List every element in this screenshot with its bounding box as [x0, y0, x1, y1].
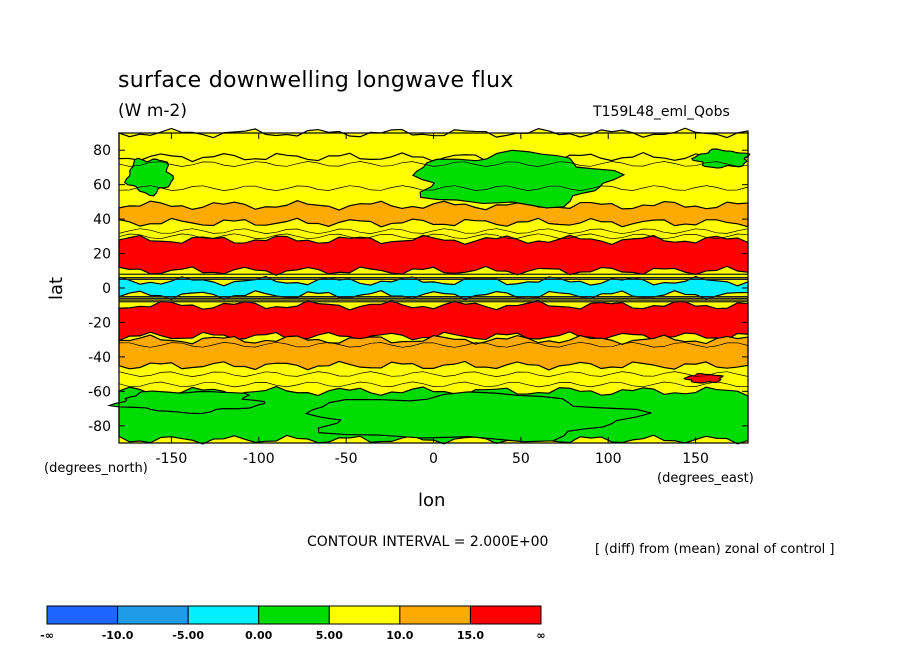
colorbar-label: 15.0 — [457, 629, 484, 642]
thin-contour-2 — [118, 228, 749, 235]
y-tick-label: 60 — [93, 178, 111, 194]
y-tick-label: 0 — [102, 281, 111, 297]
contour-interval: CONTOUR INTERVAL = 2.000E+00 — [307, 534, 549, 550]
colorbar-swatch — [399, 605, 471, 625]
region-0 — [123, 157, 174, 197]
colorbar-swatch — [469, 605, 542, 625]
chart-units: (W m-2) — [118, 101, 187, 121]
y-tick-label: -40 — [88, 350, 111, 366]
chart-title: surface downwelling longwave flux — [118, 68, 514, 93]
y-tick-label: 80 — [93, 143, 111, 159]
colorbar-swatch — [46, 605, 119, 625]
x-tick-label: 0 — [429, 451, 438, 467]
thin-contour-1 — [118, 185, 749, 191]
x-axis-label: lon — [418, 490, 446, 511]
y-tick-label: -60 — [88, 384, 111, 400]
x-axis-units: (degrees_east) — [657, 471, 754, 486]
thin-contour-6 — [118, 381, 749, 388]
y-tick-label: 20 — [93, 247, 111, 263]
colorbar-label: 0.00 — [245, 629, 272, 642]
x-tick-label: -50 — [335, 451, 358, 467]
y-tick-label: 40 — [93, 212, 111, 228]
thin-contour-5 — [118, 371, 749, 377]
run-label: T159L48_eml_Qobs — [593, 104, 730, 120]
region-4 — [304, 391, 652, 443]
thin-contour-3 — [118, 233, 749, 240]
colorbar-label: -∞ — [40, 629, 54, 642]
colorbar-swatch — [258, 605, 330, 625]
x-tick-label: -100 — [243, 451, 275, 467]
diff-note: [ (diff) from (mean) zonal of control ] — [595, 542, 835, 557]
colorbar-label: -5.00 — [172, 629, 204, 642]
thin-contour-0 — [118, 161, 749, 167]
x-tick-label: 100 — [595, 451, 622, 467]
y-axis-units: (degrees_north) — [44, 461, 148, 476]
y-tick-label: -20 — [88, 315, 111, 331]
x-tick-label: 150 — [682, 451, 709, 467]
region-1 — [412, 149, 626, 209]
colorbar-swatch — [328, 605, 401, 625]
colorbar-swatch — [117, 605, 189, 625]
colorbar-swatch — [187, 605, 260, 625]
thin-contour-4 — [118, 341, 749, 348]
x-tick-label: -150 — [156, 451, 188, 467]
y-tick-label: -80 — [88, 419, 111, 435]
colorbar-label: 5.00 — [316, 629, 343, 642]
colorbar-label: ∞ — [536, 629, 545, 642]
x-tick-label: 50 — [512, 451, 530, 467]
region-2 — [690, 148, 751, 169]
region-3 — [107, 390, 266, 415]
colorbar-label: -10.0 — [102, 629, 134, 642]
colorbar-label: 10.0 — [386, 629, 413, 642]
